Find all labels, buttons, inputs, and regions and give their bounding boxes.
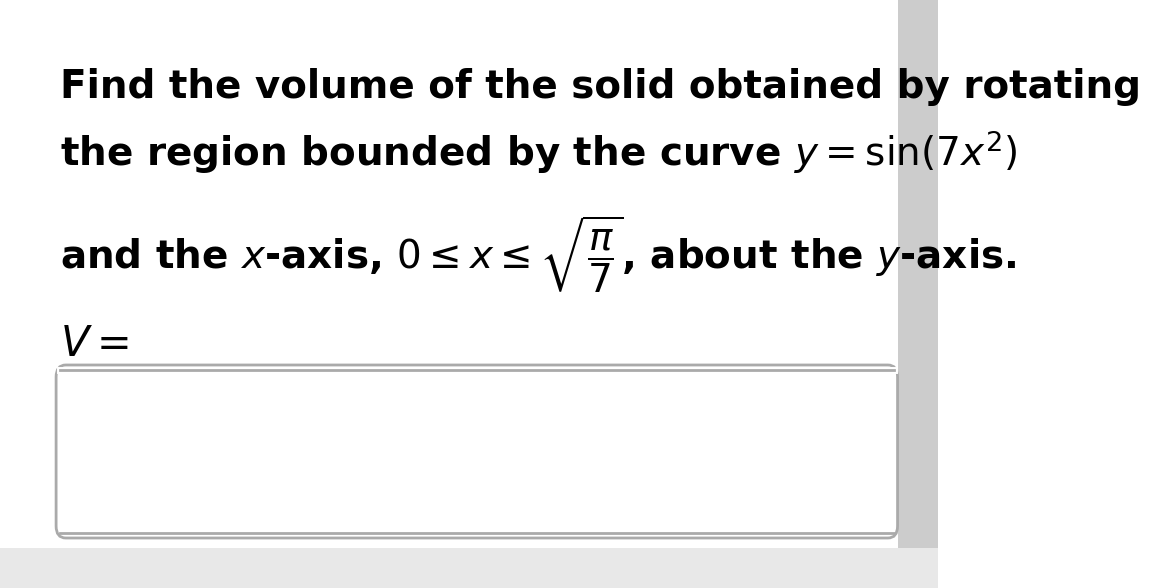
FancyBboxPatch shape: [56, 365, 897, 538]
Text: $V =$: $V =$: [60, 323, 129, 365]
Text: the region bounded by the curve $y = \sin(7x^2)$: the region bounded by the curve $y = \si…: [60, 128, 1018, 176]
Text: Find the volume of the solid obtained by rotating: Find the volume of the solid obtained by…: [60, 68, 1141, 106]
Bar: [0, 548, 937, 588]
Text: and the $x$-axis, $0 \leq x \leq \sqrt{\dfrac{\pi}{7}}$, about the $y$-axis.: and the $x$-axis, $0 \leq x \leq \sqrt{\…: [60, 213, 1017, 295]
Bar: [897, 0, 937, 588]
